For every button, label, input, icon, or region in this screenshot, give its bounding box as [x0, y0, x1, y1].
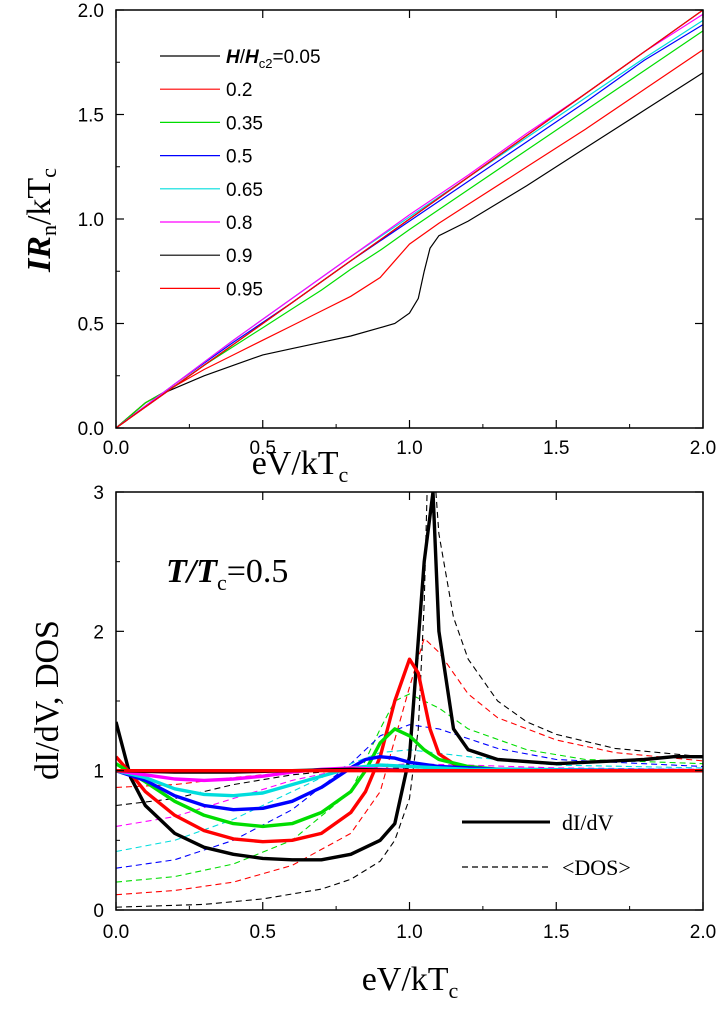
- top-xtick-label: 2.0: [690, 438, 716, 459]
- didv-series-line-0: [116, 492, 703, 862]
- top-legend-label: 0.8: [226, 213, 252, 234]
- top-xtick-label: 1.0: [396, 438, 422, 459]
- top-series-line-2: [115, 30, 704, 429]
- top-series-line-3: [115, 24, 704, 429]
- legend-didv-label: dI/dV: [562, 810, 613, 835]
- top-ytick-label: 1.0: [78, 210, 104, 231]
- top-ytick-label: 0.0: [78, 419, 104, 440]
- top-legend-label: 0.35: [226, 113, 263, 134]
- bottom-ticks: 0.0 0.5 1.0 1.5 2.0 0 1 2 3: [93, 483, 716, 943]
- bottom-xtick-label: 0.0: [103, 922, 129, 943]
- top-panel: 0.0 0.5 1.0 1.5 2.0 0.0 0.5 1.0 1.5 2.0 H/Hc2=0.0…: [21, 1, 716, 487]
- temperature-annotation: T/Tc=0.5: [166, 553, 288, 595]
- top-ytick-label: 0.5: [78, 315, 104, 336]
- didv-series-line-3: [116, 755, 703, 812]
- top-legend-label: 0.65: [226, 180, 263, 201]
- top-y-axis-label: IRn/kTc: [21, 168, 61, 273]
- top-series-line-1: [115, 49, 704, 429]
- top-x-axis-label: eV/kTc: [252, 445, 349, 487]
- bottom-y-axis-label: dI/dV, DOS: [29, 620, 66, 780]
- dos-series-line-4: [116, 724, 703, 869]
- bottom-xtick-label: 0.5: [250, 922, 276, 943]
- bottom-ytick-label: 3: [93, 483, 104, 504]
- bottom-ytick-label: 2: [93, 622, 104, 643]
- dos-series-line-1: [435, 492, 703, 758]
- bottom-ytick-label: 0: [93, 901, 104, 922]
- bottom-xtick-label: 1.0: [396, 922, 422, 943]
- top-xtick-label: 1.5: [543, 438, 569, 459]
- bottom-xtick-label: 1.5: [543, 922, 569, 943]
- bottom-curves: [116, 492, 703, 908]
- top-legend-label: 0.95: [226, 279, 263, 300]
- top-ticks: 0.0 0.5 1.0 1.5 2.0 0.0 0.5 1.0 1.5 2.0: [78, 1, 717, 459]
- dos-series-line-3: [116, 693, 703, 883]
- bottom-x-axis-label: eV/kTc: [362, 961, 459, 1003]
- top-legend-label: 0.9: [226, 246, 252, 267]
- bottom-xtick-label: 2.0: [690, 922, 716, 943]
- top-ytick-label: 1.5: [78, 106, 104, 127]
- top-xtick-label: 0.5: [250, 438, 276, 459]
- top-series-line-7: [115, 9, 704, 429]
- top-legend-label: 0.5: [226, 147, 252, 168]
- top-xtick-label: 0.0: [103, 438, 129, 459]
- legend-dos-label: <DOS>: [562, 855, 631, 880]
- top-legend-label: H/Hc2=0.05: [226, 47, 321, 71]
- top-curves: [115, 9, 704, 429]
- didv-series-line-4: [116, 763, 703, 798]
- bottom-ytick-label: 1: [93, 762, 104, 783]
- top-series-line-0: [115, 72, 704, 429]
- top-legend: H/Hc2=0.05 0.2 0.35 0.5 0.65 0.8 0.9 0.95: [160, 47, 321, 300]
- top-ytick-label: 2.0: [78, 1, 104, 22]
- top-legend-label: 0.2: [226, 80, 252, 101]
